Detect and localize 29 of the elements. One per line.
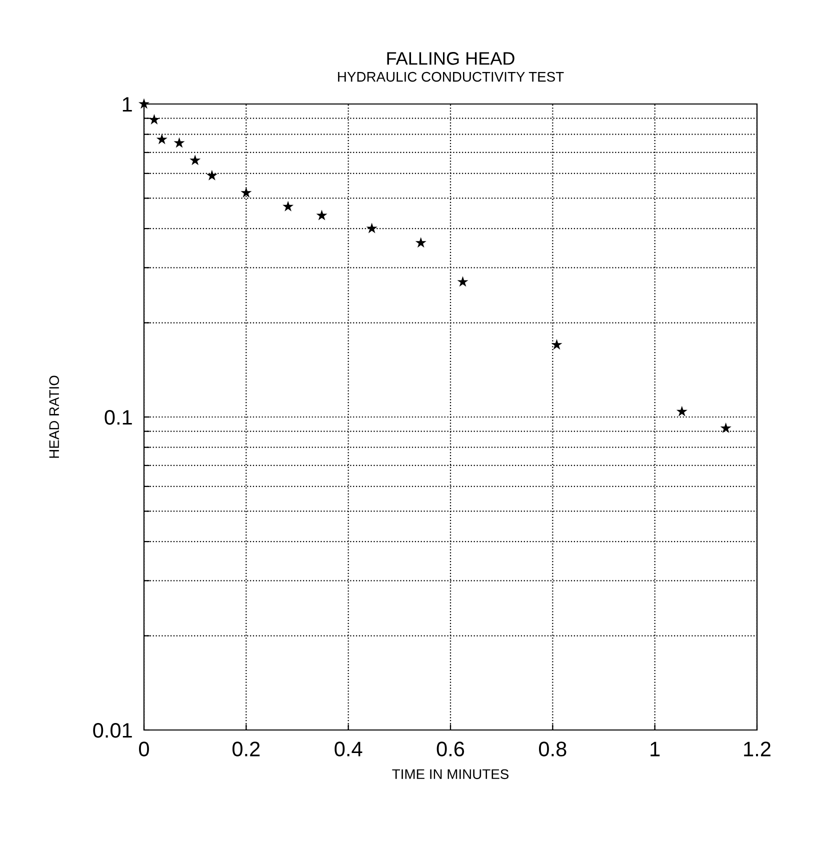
x-tick-label: 1.2 <box>744 742 770 756</box>
x-tick-label: 1 <box>650 742 660 756</box>
point <box>190 154 201 166</box>
x-tick-label: 0.8 <box>539 742 566 756</box>
point <box>316 210 328 220</box>
x-tick-label: 0.4 <box>334 742 362 756</box>
y-tick-label: 1 <box>122 97 132 112</box>
point <box>676 406 688 416</box>
point <box>148 114 160 125</box>
point <box>457 276 468 287</box>
y-axis-title: HEAD RATIO <box>49 376 60 458</box>
point <box>415 237 426 248</box>
point <box>720 422 732 434</box>
x-tick-label: 0.2 <box>232 742 260 756</box>
point <box>282 200 294 212</box>
x-tick-label: 0.6 <box>436 742 464 756</box>
point <box>138 98 150 109</box>
point <box>240 187 252 198</box>
point <box>366 222 378 234</box>
point <box>551 339 562 350</box>
point <box>156 134 168 144</box>
x-tick-label: 0 <box>139 742 149 756</box>
y-tick-label: 0.01 <box>93 723 132 738</box>
x-axis-title: TIME IN MINUTES <box>392 769 509 780</box>
point <box>206 170 218 180</box>
y-tick-label: 0.1 <box>104 410 132 425</box>
point <box>174 137 185 148</box>
chart-title: FALLING HEAD <box>387 52 514 65</box>
chart-subtitle: HYDRAULIC CONDUCTIVITY TEST <box>338 72 564 82</box>
